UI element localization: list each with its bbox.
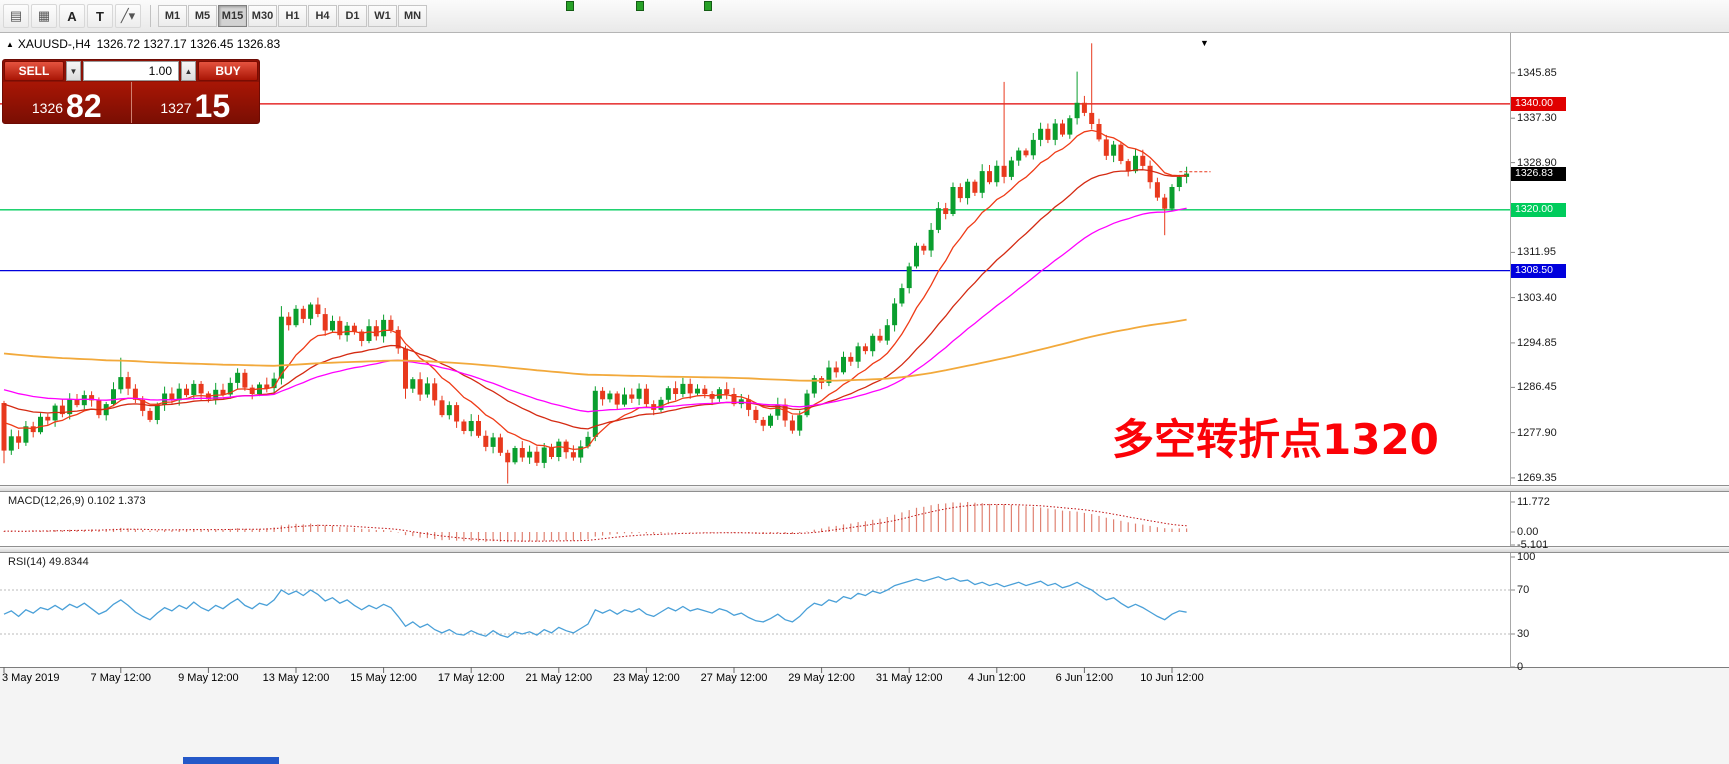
trade-prices-row: 1326 82 1327 15 (3, 82, 259, 123)
time-axis-label: 6 Jun 12:00 (1055, 672, 1114, 684)
time-axis-label: 21 May 12:00 (525, 672, 593, 684)
time-axis-label: 10 Jun 12:00 (1140, 672, 1204, 684)
bid-price-display[interactable]: 1326 82 (3, 82, 131, 123)
toolbar-artifact-icon (566, 1, 574, 11)
buy-button[interactable]: BUY (198, 61, 258, 81)
trade-controls-row: SELL ▼ ▲ BUY (3, 60, 259, 82)
volume-input[interactable] (83, 61, 179, 81)
chart-ohlc-values: 1326.72 1327.17 1326.45 1326.83 (96, 37, 281, 51)
time-axis-label: 7 May 12:00 (90, 672, 152, 684)
chart-annotation: 多空转折点1320 (1112, 415, 1439, 464)
timeframe-h1-button[interactable]: H1 (278, 5, 307, 27)
time-axis[interactable] (0, 667, 1729, 764)
time-axis-label: 3 May 2019 (2, 672, 60, 684)
time-axis-label: 27 May 12:00 (700, 672, 768, 684)
draw-tools-icon[interactable]: ╱▾ (115, 4, 141, 28)
ask-price-display[interactable]: 1327 15 (130, 82, 259, 124)
rsi-indicator-label: RSI(14) 49.8344 (8, 556, 89, 568)
ask-price-big-digits: 15 (194, 87, 231, 124)
chart-window[interactable] (0, 33, 1729, 764)
timeframe-mn-button[interactable]: MN (398, 5, 427, 27)
timeframe-m30-button[interactable]: M30 (248, 5, 277, 27)
time-axis-label: 29 May 12:00 (788, 672, 855, 684)
time-axis-label: 15 May 12:00 (350, 672, 417, 684)
timeframe-w1-button[interactable]: W1 (368, 5, 397, 27)
timeframe-m5-button[interactable]: M5 (188, 5, 217, 27)
chart-collapse-icon[interactable]: ▲ (6, 40, 14, 49)
one-click-trading-widget: SELL ▼ ▲ BUY 1326 82 1327 15 (2, 59, 260, 124)
timeframe-m15-button[interactable]: M15 (218, 5, 247, 27)
bid-price-big-digits: 82 (66, 87, 102, 124)
timeframe-m1-button[interactable]: M1 (158, 5, 187, 27)
toolbar: ▤ ▦ A T ╱▾ M1 M5 M15 M30 H1 H4 D1 W1 MN (0, 0, 1729, 33)
text-label-icon[interactable]: A (59, 4, 85, 28)
timeframe-h4-button[interactable]: H4 (308, 5, 337, 27)
time-axis-label: 23 May 12:00 (613, 672, 680, 684)
timeframe-group: M1 M5 M15 M30 H1 H4 D1 W1 MN (158, 5, 428, 27)
time-axis-label: 17 May 12:00 (437, 672, 505, 684)
time-axis-label: 9 May 12:00 (178, 672, 239, 684)
taskbar-fragment (183, 757, 279, 764)
time-axis-label: 4 Jun 12:00 (968, 672, 1026, 684)
pane-divider[interactable] (0, 546, 1729, 553)
toolbar-separator (150, 5, 151, 27)
time-axis-label: 13 May 12:00 (262, 672, 330, 684)
bid-price-main: 1326 (31, 100, 64, 116)
sell-button[interactable]: SELL (4, 61, 64, 81)
toolbar-tools-group: ▤ ▦ A T ╱▾ (3, 4, 143, 28)
time-axis-label: 31 May 12:00 (875, 672, 943, 684)
price-shift-icon[interactable]: ▼ (1200, 38, 1209, 48)
chart-header: ▲ XAUUSD-,H4 1326.72 1327.17 1326.45 1326.… (6, 37, 280, 51)
pane-divider[interactable] (0, 485, 1729, 492)
macd-indicator-label: MACD(12,26,9) 0.102 1.373 (8, 495, 146, 507)
toolbar-artifact-icon (636, 1, 644, 11)
chart-symbol-period: XAUUSD-,H4 (17, 37, 91, 51)
volume-decrease-icon[interactable]: ▼ (66, 61, 81, 81)
data-grid-icon[interactable]: ▦ (31, 4, 57, 28)
chart-window-icon[interactable]: ▤ (3, 4, 29, 28)
text-box-icon[interactable]: T (87, 4, 113, 28)
ask-price-main: 1327 (160, 100, 192, 116)
toolbar-artifact-icon (704, 1, 712, 11)
timeframe-d1-button[interactable]: D1 (338, 5, 367, 27)
price-axis-border (1510, 33, 1511, 667)
volume-increase-icon[interactable]: ▲ (181, 61, 196, 81)
